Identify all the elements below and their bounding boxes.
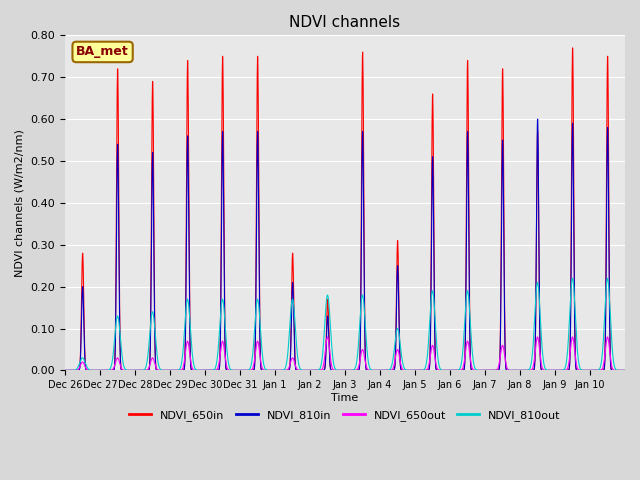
- NDVI_810out: [621, 368, 629, 373]
- Legend: NDVI_650in, NDVI_810in, NDVI_650out, NDVI_810out: NDVI_650in, NDVI_810in, NDVI_650out, NDV…: [125, 406, 565, 425]
- Line: NDVI_650out: NDVI_650out: [65, 337, 625, 371]
- NDVI_810in: [467, 347, 474, 353]
- X-axis label: Time: Time: [332, 393, 358, 403]
- NDVI_650out: [536, 345, 543, 351]
- NDVI_650out: [176, 368, 184, 373]
- NDVI_650out: [467, 354, 474, 360]
- NDVI_810in: [621, 368, 629, 373]
- NDVI_650out: [604, 334, 611, 340]
- NDVI_810out: [502, 368, 510, 373]
- NDVI_650in: [502, 363, 509, 369]
- NDVI_650out: [502, 360, 509, 366]
- NDVI_810out: [604, 276, 611, 281]
- NDVI_650in: [536, 300, 543, 305]
- NDVI_650out: [621, 368, 629, 373]
- NDVI_650out: [61, 368, 69, 373]
- NDVI_650in: [569, 45, 577, 51]
- NDVI_810in: [615, 368, 623, 373]
- Title: NDVI channels: NDVI channels: [289, 15, 401, 30]
- NDVI_650in: [467, 341, 474, 347]
- Line: NDVI_810out: NDVI_810out: [65, 278, 625, 371]
- NDVI_650in: [621, 368, 629, 373]
- NDVI_810out: [417, 368, 424, 373]
- NDVI_810out: [467, 315, 474, 321]
- NDVI_810in: [176, 368, 184, 373]
- Line: NDVI_810in: NDVI_810in: [65, 119, 625, 371]
- NDVI_810in: [61, 368, 69, 373]
- NDVI_810out: [536, 300, 543, 306]
- NDVI_650out: [615, 368, 623, 373]
- NDVI_810out: [61, 368, 69, 373]
- NDVI_810in: [536, 312, 543, 318]
- Y-axis label: NDVI channels (W/m2/nm): NDVI channels (W/m2/nm): [15, 129, 25, 277]
- NDVI_810out: [499, 368, 506, 373]
- NDVI_810in: [534, 116, 541, 122]
- NDVI_650in: [615, 368, 623, 373]
- NDVI_810out: [176, 366, 184, 372]
- Text: BA_met: BA_met: [76, 46, 129, 59]
- NDVI_650in: [176, 368, 184, 373]
- NDVI_650out: [417, 368, 424, 373]
- NDVI_810in: [417, 368, 424, 373]
- NDVI_650in: [417, 368, 424, 373]
- NDVI_810in: [502, 364, 509, 370]
- NDVI_650in: [61, 368, 69, 373]
- Line: NDVI_650in: NDVI_650in: [65, 48, 625, 371]
- NDVI_810out: [615, 368, 623, 373]
